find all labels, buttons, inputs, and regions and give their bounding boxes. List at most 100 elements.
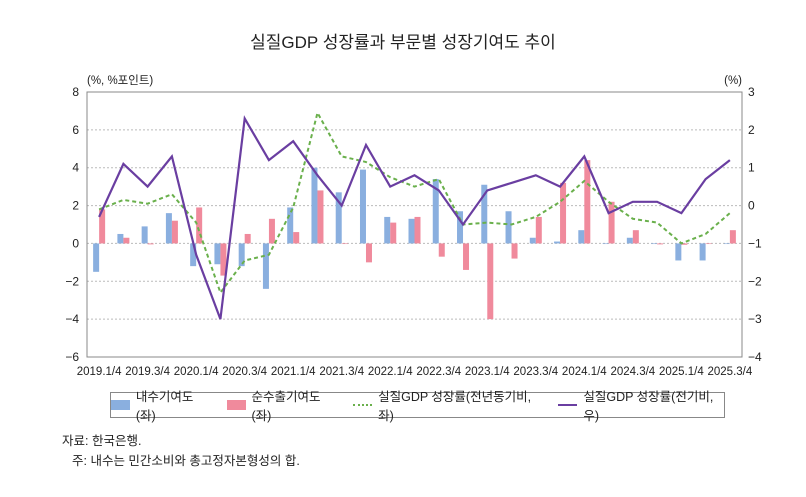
bar-domestic [117, 233, 124, 244]
y-right-tick-label: −1 [748, 236, 762, 250]
bar-netexport [341, 243, 348, 245]
y-right-axis-label: (%) [724, 75, 742, 87]
y-left-tick-label: 2 [72, 199, 79, 213]
y-right-tick-label: 1 [748, 161, 755, 175]
bar-domestic [287, 207, 294, 244]
bar-domestic [408, 218, 415, 244]
source-note: 자료: 한국은행. [62, 434, 142, 448]
y-left-tick-label: 0 [72, 236, 79, 250]
bar-netexport [657, 243, 664, 245]
bar-domestic [93, 243, 100, 272]
legend-item-gdp-yoy: 실질GDP 성장률(전년동기비, 좌) [353, 386, 540, 424]
bar-netexport [390, 222, 397, 244]
legend-label: 순수출기여도(좌) [251, 390, 321, 423]
plot-frame [86, 91, 743, 358]
x-tick-label: 2025.1/4 [659, 366, 704, 378]
legend-label: 실질GDP 성장률(전년동기비, 좌) [378, 390, 532, 423]
y-left-axis-label: (%, %포인트) [87, 74, 153, 87]
chart: −6 −4 −2 0 2 4 6 8 −4 −3 −2 −1 0 1 2 3 (%, %포인트) (%) 2019.… [65, 74, 762, 378]
bar-netexport [196, 207, 203, 244]
bar-domestic [723, 243, 730, 245]
bar-netexport [608, 201, 615, 244]
bar-netexport [438, 243, 445, 257]
bar-netexport [535, 216, 542, 244]
bar-netexport [147, 243, 154, 245]
bar-domestic [602, 243, 609, 245]
bar-domestic [457, 211, 464, 244]
bar-netexport [244, 233, 251, 244]
bar-domestic [699, 243, 706, 261]
bar-netexport [463, 243, 470, 270]
x-tick-label: 2024.1/4 [562, 366, 607, 378]
bar-domestic [311, 167, 318, 244]
bar-netexport [365, 243, 372, 263]
x-tick-label: 2024.3/4 [610, 366, 655, 378]
line-gdp-yoy [98, 110, 731, 295]
bar-netexport [317, 190, 324, 244]
bar-netexport [705, 243, 712, 245]
x-tick-label: 2019.3/4 [125, 366, 170, 378]
bar-domestic [262, 243, 269, 289]
x-tick-label: 2023.3/4 [513, 366, 558, 378]
y-right-tick-label: −2 [748, 274, 762, 288]
bar-domestic [675, 243, 682, 261]
legend-label: 실질GDP 성장률(전기비, 우) [583, 390, 714, 423]
bar-netexport [123, 237, 130, 244]
bar-netexport [729, 230, 736, 244]
bar-netexport [220, 243, 227, 276]
legend-swatch [353, 404, 373, 406]
bar-domestic [554, 241, 561, 244]
bar-domestic [626, 237, 633, 244]
x-tick-label: 2021.1/4 [271, 366, 316, 378]
y-right-tick-label: 3 [748, 85, 755, 99]
bar-netexport [487, 243, 494, 320]
bar-domestic [481, 184, 488, 244]
x-tick-label: 2022.3/4 [416, 366, 461, 378]
bar-netexport [632, 230, 639, 244]
bar-domestic [335, 192, 342, 244]
bar-netexport [584, 160, 591, 244]
bar-domestic [505, 211, 512, 244]
bar-netexport [171, 220, 178, 244]
y-right-tick-label: −4 [748, 350, 762, 364]
bar-netexport [414, 216, 421, 244]
y-right-tick-label: 0 [748, 199, 755, 213]
x-tick-label: 2020.3/4 [222, 366, 267, 378]
bar-domestic [432, 179, 439, 244]
legend-item-gdp-qoq: 실질GDP 성장률(전기비, 우) [558, 386, 724, 424]
x-tick-label: 2019.1/4 [77, 366, 122, 378]
y-left-tick-label: −2 [65, 274, 79, 288]
line-gdp-qoq [98, 115, 731, 320]
y-right-tick-label: −3 [748, 312, 762, 326]
bar-domestic [578, 230, 585, 244]
legend-item-netexport: 순수출기여도(좌) [226, 386, 336, 424]
bar-netexport [560, 182, 567, 244]
bar-domestic [165, 213, 172, 244]
x-tick-label: 2020.1/4 [174, 366, 219, 378]
footnote: 주: 내수는 민간소비와 총고정자본형성의 합. [72, 454, 300, 468]
y-left-tick-label: 8 [72, 85, 79, 99]
legend-swatch [111, 400, 130, 410]
bar-netexport [681, 243, 688, 245]
legend-swatch [558, 404, 578, 406]
y-left-tick-label: −4 [65, 312, 79, 326]
bar-domestic [359, 169, 366, 244]
chart-title: 실질GDP 성장률과 부문별 성장기여도 추이 [250, 33, 556, 52]
bar-domestic [190, 243, 197, 267]
bar-netexport [99, 209, 106, 244]
y-left-tick-label: −6 [65, 350, 79, 364]
bar-domestic [651, 243, 658, 245]
bar-domestic [384, 216, 391, 244]
bar-netexport [511, 243, 518, 259]
x-tick-label: 2025.3/4 [707, 366, 752, 378]
bar-domestic [238, 243, 245, 267]
y-left-tick-label: 4 [72, 161, 79, 175]
x-tick-label: 2023.1/4 [465, 366, 510, 378]
x-tick-label: 2021.3/4 [319, 366, 364, 378]
legend-swatch [226, 400, 246, 410]
legend-label: 내수기여도(좌) [135, 390, 194, 423]
y-right-tick-label: 2 [748, 123, 755, 137]
bar-netexport [268, 218, 275, 244]
bar-netexport [293, 232, 300, 244]
bar-domestic [214, 243, 221, 265]
